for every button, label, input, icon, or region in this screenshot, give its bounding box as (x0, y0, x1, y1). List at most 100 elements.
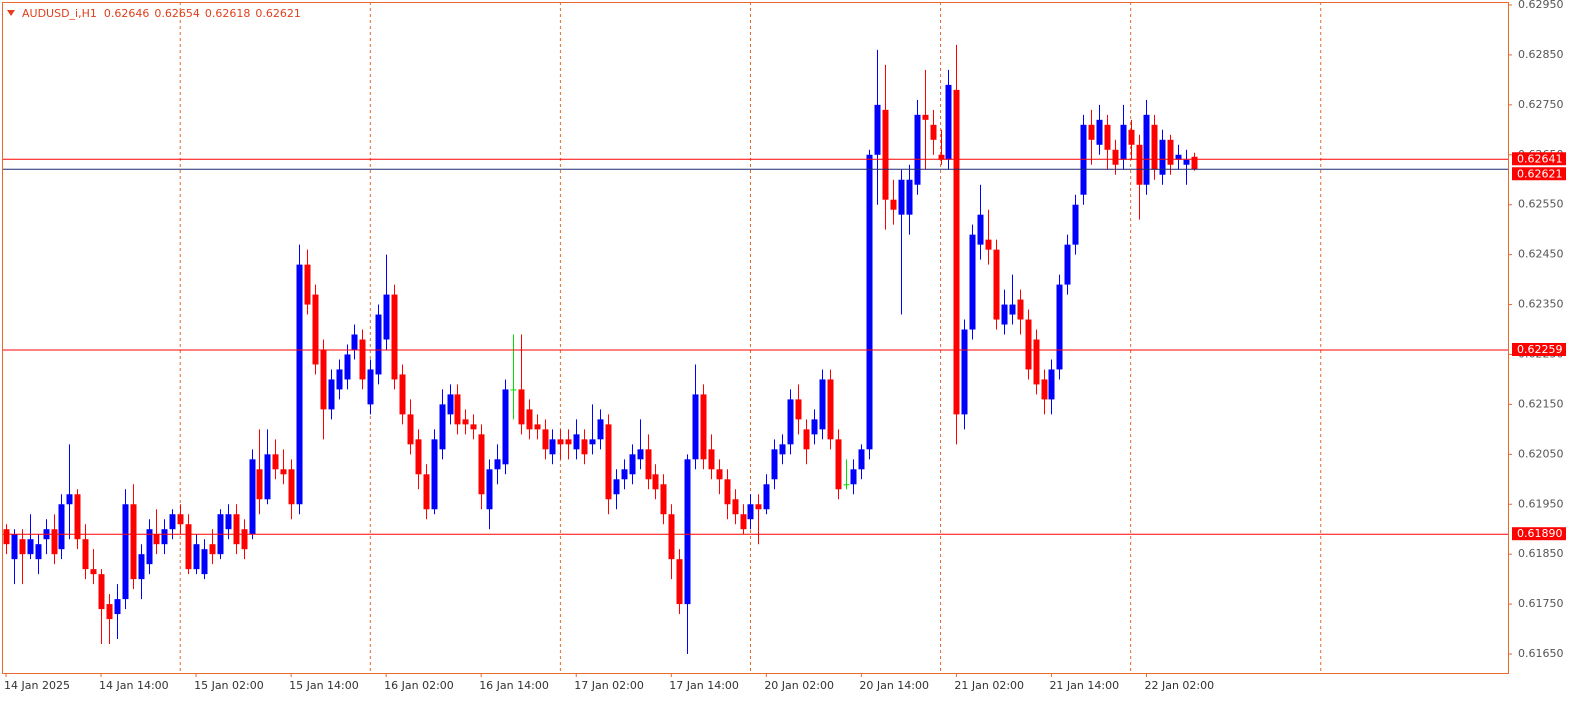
candle-body (399, 374, 406, 415)
level-label: 0.62259 (1517, 343, 1563, 356)
candle-body (534, 424, 541, 430)
candle-body (938, 154, 945, 160)
candle-body (1088, 124, 1095, 140)
candle-body (328, 379, 335, 410)
candle-body (526, 409, 533, 430)
candle-body (431, 439, 438, 510)
candle-body (779, 444, 786, 455)
candle-body (1120, 124, 1127, 160)
candle-body (138, 554, 145, 580)
candle-body (106, 604, 113, 620)
candle-body (763, 484, 770, 510)
candle-body (613, 479, 620, 495)
candle-body (803, 429, 810, 450)
candle-body (82, 539, 89, 570)
candle-body (494, 459, 501, 470)
candle-body (890, 199, 897, 210)
level-label-box (1512, 152, 1566, 166)
candle-body (549, 439, 556, 455)
level-label: 0.62641 (1517, 152, 1563, 165)
candle-body (90, 569, 97, 575)
candle-body (153, 534, 160, 545)
bid-label-box (1512, 167, 1566, 181)
candle-body (1041, 379, 1048, 400)
y-tick-label: 0.61650 (1518, 647, 1564, 660)
candle-body (747, 504, 754, 520)
header-open: 0.62646 (104, 7, 150, 20)
candle-body (486, 469, 493, 510)
candle-body (1159, 139, 1166, 175)
candle-body (146, 529, 153, 565)
candle-body (66, 494, 73, 505)
candle-body (573, 434, 580, 450)
candle-body (225, 514, 232, 530)
candle-body (898, 179, 905, 215)
candle-body (771, 449, 778, 480)
candle-body (454, 394, 461, 425)
candle-body (1009, 304, 1016, 315)
candle-body (930, 124, 937, 140)
candle-body (906, 179, 913, 215)
x-tick-label: 14 Jan 14:00 (99, 679, 169, 692)
candle-body (1183, 159, 1190, 165)
candle-body (621, 469, 628, 480)
bid-label: 0.62621 (1517, 167, 1563, 180)
level-label-box (1512, 527, 1566, 541)
candle-body (969, 234, 976, 330)
candle-body (542, 429, 549, 450)
y-tick-label: 0.61850 (1518, 547, 1564, 560)
candle-body (945, 84, 952, 160)
menu-triangle (7, 10, 15, 16)
candle-body (98, 574, 105, 610)
candle-body (1025, 319, 1032, 370)
candle-body (668, 514, 675, 560)
x-tick-label: 14 Jan 2025 (4, 679, 70, 692)
candle-body (201, 549, 208, 575)
candle-body (1001, 304, 1008, 325)
x-tick-label: 20 Jan 14:00 (859, 679, 929, 692)
candle-body (1191, 156, 1198, 170)
candle-body (716, 469, 723, 480)
header-high: 0.62654 (154, 7, 200, 20)
candle-body (367, 369, 374, 405)
x-tick-label: 20 Jan 02:00 (764, 679, 834, 692)
candle-body (272, 454, 279, 470)
candle-body (114, 599, 121, 615)
y-tick-label: 0.62150 (1518, 397, 1564, 410)
candle-body (1112, 149, 1119, 165)
y-tick-label: 0.62950 (1518, 0, 1564, 11)
candle-body (161, 529, 168, 545)
candle-body (19, 539, 26, 555)
candle-body (11, 534, 18, 560)
candle-body (1104, 124, 1111, 150)
header-close: 0.62621 (255, 7, 301, 20)
symbol: AUDUSD_i,H1 (22, 7, 97, 20)
candle-body (977, 214, 984, 245)
candle-body (169, 514, 176, 530)
candle-body (122, 504, 129, 600)
candle-body (185, 524, 192, 570)
candle-body (637, 449, 644, 460)
candle-body (470, 424, 477, 430)
candle-body (850, 469, 857, 485)
candle-body (692, 394, 699, 460)
candle-body (795, 399, 802, 420)
candle-body (312, 294, 319, 365)
candle-body (1136, 144, 1143, 185)
candle-body (502, 389, 509, 465)
candle-body (478, 434, 485, 495)
candle-body (241, 529, 248, 550)
candle-body (58, 504, 65, 550)
candle-body (1064, 244, 1071, 285)
candle-body (811, 419, 818, 435)
candle-body (280, 469, 287, 475)
candle-body (447, 394, 454, 415)
candle-body (296, 264, 303, 505)
candle-body (708, 449, 715, 470)
candle-body (755, 504, 762, 510)
candle-body (1056, 284, 1063, 370)
candle-body (1072, 204, 1079, 245)
y-tick-label: 0.62750 (1518, 98, 1564, 111)
candle-body (565, 439, 572, 445)
